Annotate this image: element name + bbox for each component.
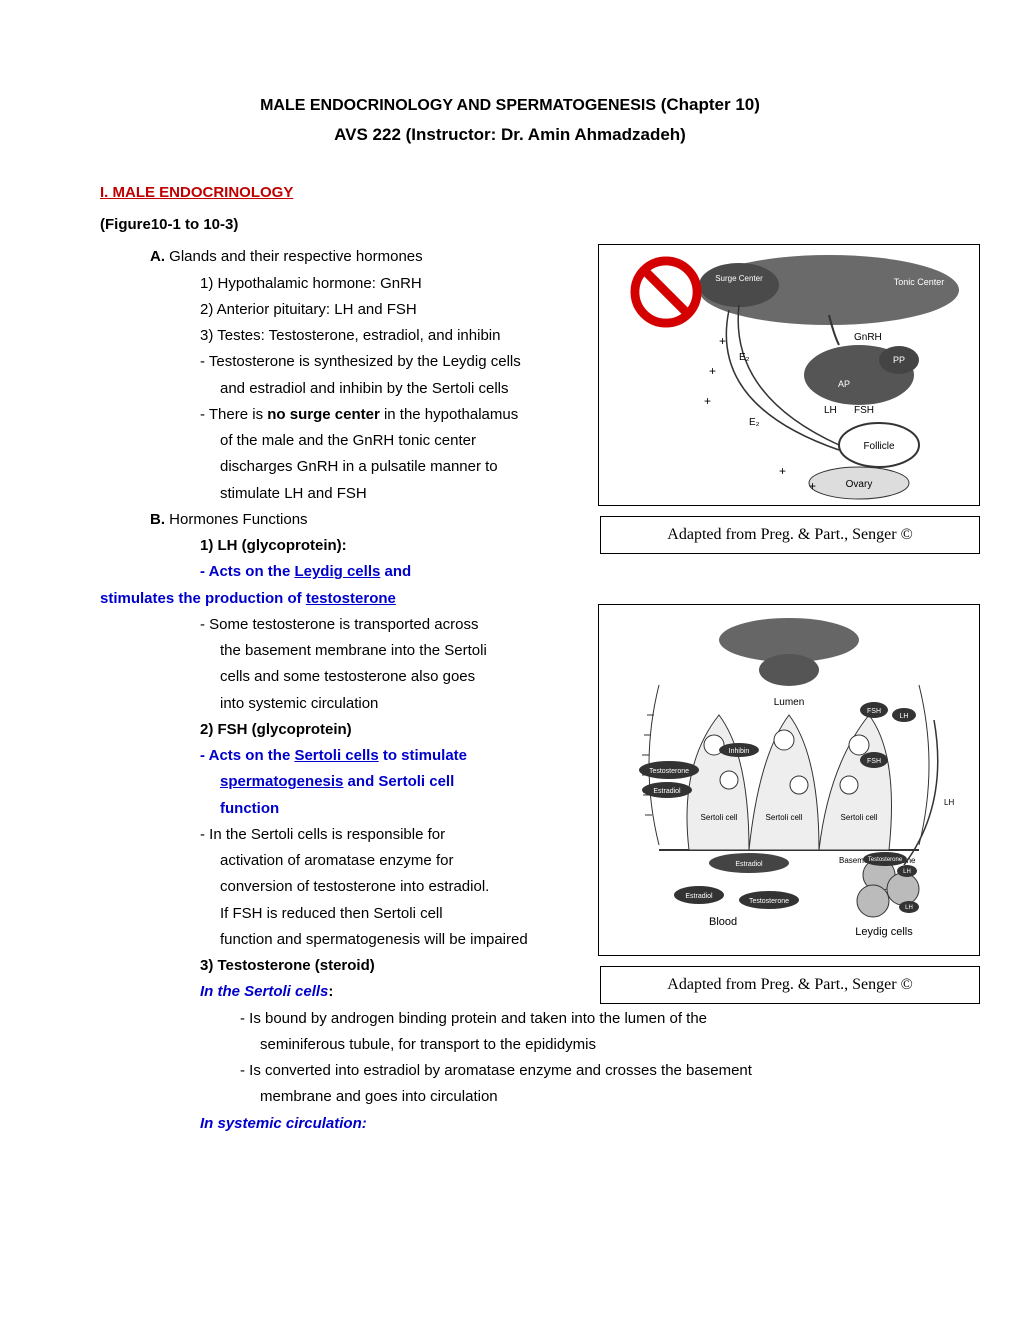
svg-text:FSH: FSH [867,708,881,715]
svg-text:AP: AP [838,379,850,389]
svg-text:Surge Center: Surge Center [715,274,763,283]
svg-text:Blood: Blood [709,916,737,928]
B1-head: 1) LH (glycoprotein): [100,533,550,559]
B2-head: 2) FSH (glycoprotein) [100,717,550,743]
B1-note-d: into systemic circulation [100,691,550,717]
section-heading: I. MALE ENDOCRINOLOGY [100,180,920,206]
prohibit-icon [629,255,703,329]
B1-action-line1: - Acts on the Leydig cells and [100,559,550,585]
B3-s2-b: membrane and goes into circulation [100,1084,920,1110]
B2-note-b: activation of aromatase enzyme for [100,848,550,874]
svg-text:Estradiol: Estradiol [653,788,681,795]
A-item-2: 2) Anterior pituitary: LH and FSH [100,297,550,323]
svg-text:Estradiol: Estradiol [685,893,713,900]
svg-text:LH: LH [944,798,954,807]
B1-note-b: the basement membrane into the Sertoli [100,638,550,664]
B2-note-c: conversion of testosterone into estradio… [100,874,550,900]
svg-text:Leydig cells: Leydig cells [855,926,913,938]
B2-note-a: - In the Sertoli cells is responsible fo… [100,822,550,848]
A-note-1a: - Testosterone is synthesized by the Ley… [100,349,550,375]
svg-text:+: + [809,479,816,493]
svg-text:Testosterone: Testosterone [749,898,789,905]
svg-text:PP: PP [893,355,905,365]
figure-1-caption: Adapted from Preg. & Part., Senger © [600,516,980,554]
content-area: Surge Center Tonic Center GnRH PP AP LH … [100,244,920,1137]
A-item-3: 3) Testes: Testosterone, estradiol, and … [100,323,550,349]
B2-action-line2: spermatogenesis and Sertoli cell [100,769,550,795]
svg-text:E₂: E₂ [739,352,750,363]
B3-sub2: In systemic circulation: [100,1111,920,1137]
B2-action-line1: - Acts on the Sertoli cells to stimulate [100,743,550,769]
svg-text:Sertoli cell: Sertoli cell [701,813,738,822]
svg-text:Sertoli cell: Sertoli cell [766,813,803,822]
svg-text:+: + [704,394,711,408]
svg-text:E₂: E₂ [749,417,760,428]
section-A-head: A. Glands and their respective hormones [100,244,550,270]
A-note-2a: - There is no surge center in the hypoth… [100,402,550,428]
svg-text:LH: LH [900,713,909,720]
A-note-2b: of the male and the GnRH tonic center [100,428,550,454]
svg-text:Ovary: Ovary [846,479,873,490]
svg-text:Lumen: Lumen [774,697,805,708]
svg-text:+: + [709,364,716,378]
B1-note-c: cells and some testosterone also goes [100,664,550,690]
svg-text:+: + [719,334,726,348]
svg-text:Testosterone: Testosterone [649,768,689,775]
text-column: A. Glands and their respective hormones … [100,244,550,585]
section-B-head: B. Hormones Functions [100,507,550,533]
B2-action-line3: function [100,796,550,822]
B1-note-a: - Some testosterone is transported acros… [100,612,550,638]
B3-s1-b: seminiferous tubule, for transport to th… [100,1032,920,1058]
svg-text:GnRH: GnRH [854,332,882,343]
A-item-1: 1) Hypothalamic hormone: GnRH [100,271,550,297]
title-line1-small: MALE ENDOCRINOLOGY AND SPERMATOGENESIS [260,97,656,114]
svg-text:Testosterone: Testosterone [868,857,903,863]
A-note-1b: and estradiol and inhibin by the Sertoli… [100,376,550,402]
page-title: MALE ENDOCRINOLOGY AND SPERMATOGENESIS (… [100,90,920,150]
B3-s1-a: - Is bound by androgen binding protein a… [100,1006,920,1032]
svg-text:Estradiol: Estradiol [735,861,763,868]
svg-text:+: + [779,464,786,478]
svg-text:Tonic Center: Tonic Center [894,277,945,287]
A-note-2d: stimulate LH and FSH [100,481,550,507]
svg-text:FSH: FSH [854,405,874,416]
svg-text:LH: LH [903,869,911,875]
A-note-2c: discharges GnRH in a pulsatile manner to [100,454,550,480]
B2-note-d: If FSH is reduced then Sertoli cell [100,901,550,927]
svg-text:LH: LH [824,405,837,416]
figure-1: Surge Center Tonic Center GnRH PP AP LH … [598,244,980,506]
title-line2: AVS 222 (Instructor: Dr. Amin Ahmadzadeh… [100,120,920,150]
figure-2-svg: Lumen Basement membrane Sertoli cell Ser… [599,605,979,955]
svg-text:Inhibin: Inhibin [729,748,750,755]
figure-2: Lumen Basement membrane Sertoli cell Ser… [598,604,980,956]
svg-text:Sertoli cell: Sertoli cell [841,813,878,822]
figure-reference: (Figure10-1 to 10-3) [100,212,920,238]
title-line1-big: (Chapter 10) [656,95,760,114]
svg-text:Follicle: Follicle [863,441,895,452]
figure-2-caption: Adapted from Preg. & Part., Senger © [600,966,980,1004]
svg-text:LH: LH [905,905,913,911]
B3-s2-a: - Is converted into estradiol by aromata… [100,1058,920,1084]
svg-text:FSH: FSH [867,758,881,765]
